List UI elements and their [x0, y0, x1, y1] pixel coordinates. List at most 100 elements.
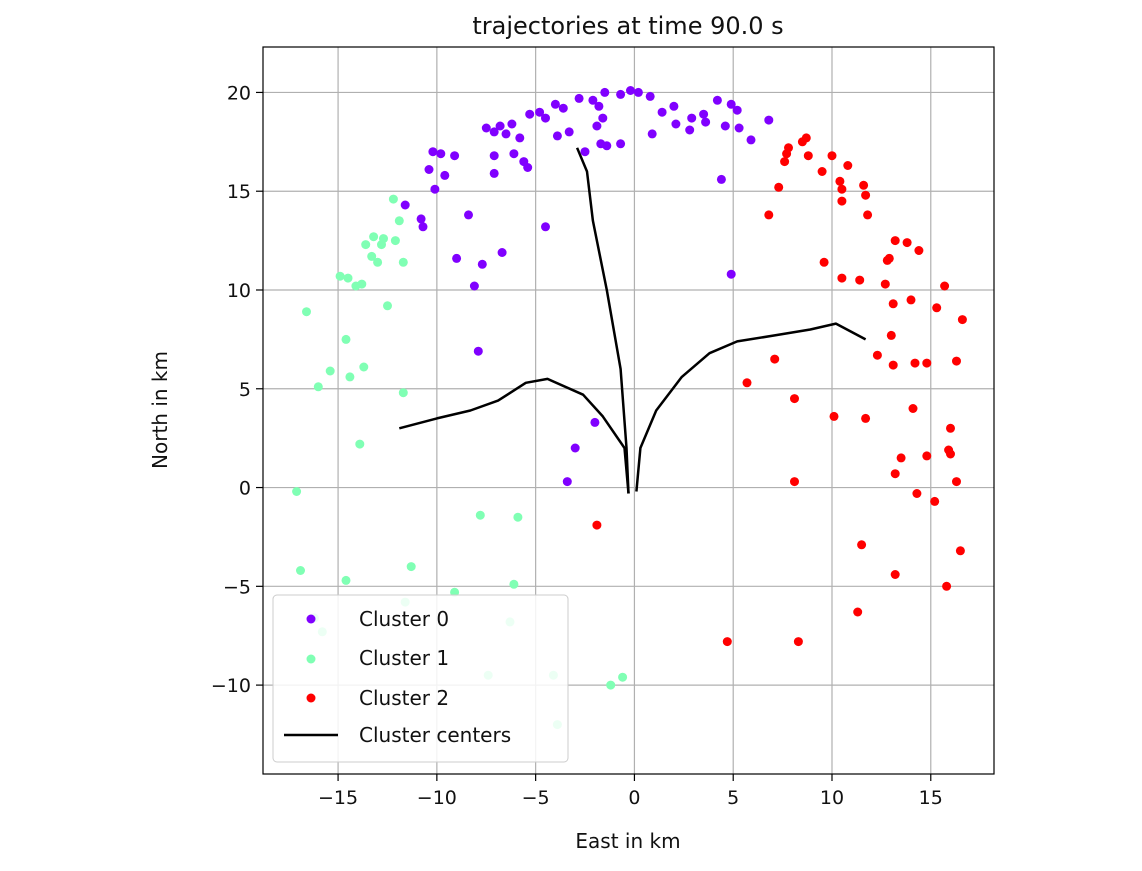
cluster-1-point — [606, 680, 616, 690]
cluster-1-point — [373, 257, 383, 267]
axis-ticks: −15 −10 −5 0 5 10 15 −10 −5 0 5 10 15 20 — [211, 82, 943, 809]
cluster-0-point — [464, 210, 473, 220]
cluster-1-point — [343, 273, 353, 283]
data-points — [292, 86, 967, 730]
cluster-0-point — [600, 87, 610, 97]
cluster-2-point — [829, 411, 839, 421]
cluster-2-point — [942, 581, 952, 591]
cluster-2-point — [770, 354, 780, 364]
cluster-2-point — [861, 190, 871, 200]
cluster-0-point — [558, 103, 568, 113]
cluster-2-point — [896, 453, 906, 463]
cluster-1-point — [341, 334, 351, 344]
cluster-1-point — [383, 301, 392, 311]
cluster-0-point — [671, 119, 681, 129]
cluster-0-point — [515, 133, 525, 143]
cluster-0-point — [657, 107, 667, 117]
cluster-2-point — [863, 210, 873, 220]
cluster-2-point — [955, 546, 965, 556]
cluster-2-point — [910, 358, 920, 368]
cluster-2-point — [914, 246, 924, 255]
cluster-2-point — [888, 299, 898, 309]
cluster-2-point — [902, 238, 912, 248]
legend-marker-cluster-0 — [306, 614, 316, 624]
cluster-0-point — [685, 125, 695, 135]
cluster-0-point — [477, 259, 487, 269]
y-tick-label: −10 — [211, 675, 251, 697]
cluster-1-point — [367, 251, 377, 261]
cluster-2-point — [952, 477, 961, 487]
cluster-2-point — [837, 196, 847, 206]
cluster-2-point — [592, 520, 602, 530]
cluster-2-point — [827, 151, 837, 161]
cluster-0-point — [450, 151, 460, 161]
cluster-0-point — [726, 269, 736, 279]
cluster-0-point — [588, 95, 598, 105]
cluster-0-point — [726, 99, 736, 109]
cluster-0-point — [416, 214, 426, 224]
cluster-1-point — [513, 512, 523, 522]
cluster-0-point — [452, 253, 462, 263]
cluster-0-point — [535, 107, 545, 117]
cluster-2-point — [872, 350, 882, 360]
cluster-1-point — [325, 366, 335, 376]
cluster-1-point — [292, 487, 302, 496]
cluster-0-point — [598, 113, 608, 123]
legend-label-cluster-2: Cluster 2 — [359, 686, 449, 710]
cluster-1-point — [302, 307, 311, 317]
cluster-0-point — [541, 113, 550, 123]
legend-label-cluster-centers: Cluster centers — [359, 723, 511, 747]
cluster-0-point — [590, 417, 600, 427]
cluster-2-point — [817, 167, 827, 176]
cluster-2-point — [890, 469, 900, 479]
cluster-0-point — [562, 477, 572, 487]
x-axis-label: East in km — [575, 829, 680, 853]
x-tick-label: 10 — [820, 787, 844, 809]
cluster-0-point — [594, 101, 604, 111]
cluster-center-line-2 — [635, 322, 867, 492]
y-tick-label: −5 — [223, 576, 251, 598]
cluster-1-point — [345, 372, 355, 382]
cluster-0-point — [712, 95, 722, 105]
x-tick-label: −10 — [417, 787, 457, 809]
cluster-1-point — [355, 439, 365, 449]
cluster-0-point — [495, 121, 505, 131]
cluster-0-point — [440, 170, 450, 180]
cluster-0-point — [626, 86, 635, 95]
cluster-1-point — [406, 562, 416, 572]
cluster-2-point — [801, 133, 811, 143]
cluster-2-point — [853, 607, 863, 617]
cluster-0-point — [541, 222, 550, 232]
cluster-1-point — [377, 240, 386, 250]
cluster-0-point — [550, 99, 560, 109]
x-tick-label: 15 — [919, 787, 943, 809]
cluster-2-point — [908, 404, 918, 413]
plot-frame — [262, 46, 995, 775]
cluster-2-point — [882, 255, 892, 265]
cluster-1-point — [618, 672, 628, 682]
cluster-1-point — [296, 566, 305, 575]
cluster-1-point — [369, 232, 379, 242]
cluster-center-lines — [398, 147, 867, 494]
cluster-0-point — [428, 147, 438, 157]
y-tick-label: 5 — [239, 379, 251, 401]
cluster-1-point — [509, 579, 519, 589]
cluster-2-point — [886, 330, 896, 340]
cluster-0-point — [701, 117, 711, 127]
cluster-2-point — [780, 157, 790, 167]
cluster-2-point — [922, 451, 932, 461]
cluster-0-point — [764, 115, 774, 125]
cluster-0-point — [720, 121, 730, 131]
cluster-2-point — [742, 378, 752, 388]
cluster-1-point — [398, 388, 408, 398]
cluster-1-point — [390, 236, 400, 246]
cluster-0-point — [732, 105, 742, 115]
cluster-2-point — [859, 180, 869, 190]
cluster-0-point — [647, 129, 657, 139]
y-tick-label: 20 — [227, 82, 251, 104]
cluster-0-point — [645, 91, 655, 101]
cluster-2-point — [888, 360, 898, 370]
cluster-2-point — [922, 358, 932, 368]
cluster-2-point — [722, 637, 732, 647]
